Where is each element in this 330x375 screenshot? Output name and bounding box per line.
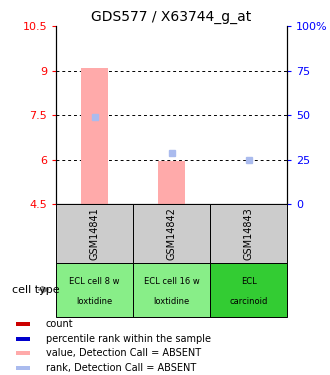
Text: ECL: ECL [241,277,256,286]
Bar [16,351,30,355]
Text: cell type: cell type [12,285,59,295]
Bar [16,322,30,326]
Text: percentile rank within the sample: percentile rank within the sample [46,334,211,344]
Text: GSM14841: GSM14841 [90,207,100,260]
Text: value, Detection Call = ABSENT: value, Detection Call = ABSENT [46,348,201,358]
Bar [56,204,133,262]
Title: GDS577 / X63744_g_at: GDS577 / X63744_g_at [91,10,252,24]
Text: count: count [46,319,73,329]
Bar [210,262,287,317]
Bar [210,204,287,262]
Bar [81,68,108,204]
Text: carcinoid: carcinoid [229,297,268,306]
Text: loxtidine: loxtidine [153,297,190,306]
Text: GSM14843: GSM14843 [244,207,253,260]
Bar [56,262,133,317]
Bar [16,337,30,341]
Text: GSM14842: GSM14842 [167,207,177,260]
Bar [158,161,185,204]
Bar [133,262,210,317]
Text: ECL cell 16 w: ECL cell 16 w [144,277,199,286]
Text: loxtidine: loxtidine [77,297,113,306]
Bar [133,204,210,262]
Bar [16,366,30,370]
Text: ECL cell 8 w: ECL cell 8 w [69,277,120,286]
Text: rank, Detection Call = ABSENT: rank, Detection Call = ABSENT [46,363,196,373]
